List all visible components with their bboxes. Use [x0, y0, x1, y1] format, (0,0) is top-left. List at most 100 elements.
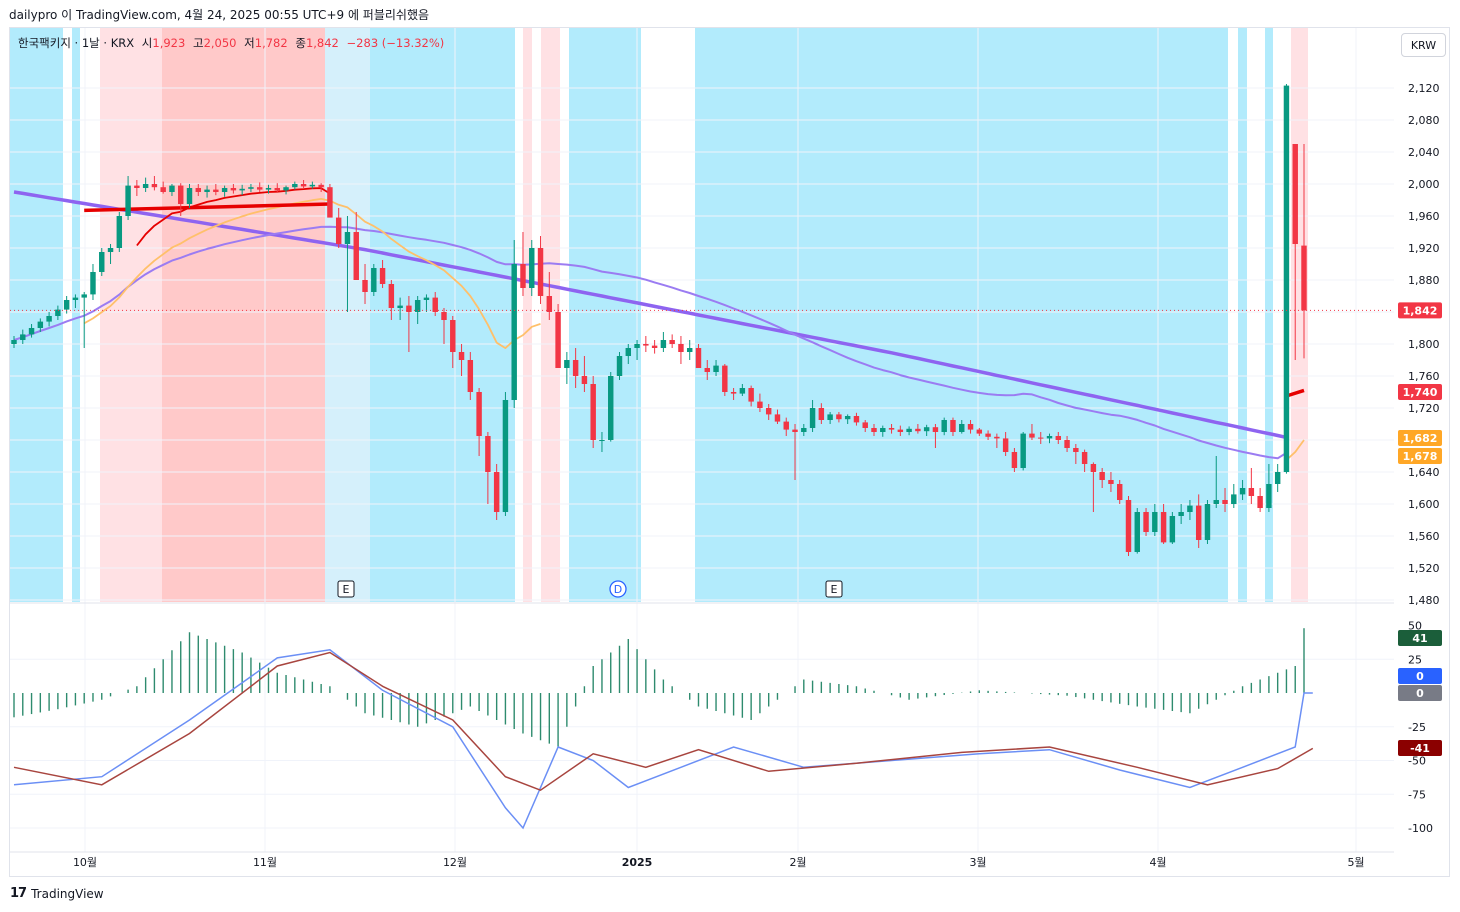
candle: [274, 183, 280, 192]
candle: [739, 384, 746, 396]
candle-body: [792, 429, 798, 432]
badge-label: 1,842: [1403, 304, 1438, 317]
y-tick-label: 2,080: [1408, 114, 1440, 127]
currency-button[interactable]: KRW: [1401, 33, 1446, 57]
candle: [230, 184, 237, 194]
candle-body: [1274, 472, 1281, 484]
candle-body: [379, 268, 386, 284]
candle: [1187, 500, 1193, 520]
candle-body: [221, 188, 228, 192]
candle-body: [20, 334, 26, 340]
candle: [151, 176, 158, 191]
macd-badge: 0: [1398, 685, 1442, 701]
candle-body: [529, 248, 535, 288]
candle: [37, 318, 44, 332]
bg-zone: [10, 28, 63, 602]
badge-label: 0: [1416, 687, 1424, 700]
candle-body: [300, 184, 307, 187]
candle: [1038, 432, 1044, 444]
candle-body: [599, 440, 605, 441]
y-tick-label: 2,040: [1408, 146, 1440, 159]
macd-line: [13, 649, 1313, 830]
candle-body: [906, 428, 912, 432]
candle-body: [274, 188, 280, 191]
candle: [678, 336, 684, 364]
candle-body: [388, 284, 395, 308]
candle-body: [318, 184, 324, 188]
candle: [467, 352, 474, 400]
candle-body: [564, 360, 570, 368]
candle: [432, 292, 438, 316]
macd-tick-label: -100: [1408, 822, 1433, 835]
candle-body: [46, 316, 52, 322]
x-tick-label: 2025: [622, 856, 653, 869]
event-marker-d: D: [609, 580, 627, 598]
candle: [1134, 508, 1140, 554]
bg-zone: [1238, 28, 1247, 602]
badge-bg: [1398, 685, 1442, 701]
candle-body: [511, 264, 517, 400]
candle-body: [134, 185, 140, 188]
candle: [493, 464, 500, 520]
bg-zone: [695, 28, 1228, 602]
candle: [730, 388, 737, 400]
badge-label: 1,740: [1403, 386, 1438, 399]
candle-body: [283, 187, 289, 191]
candle: [178, 183, 184, 216]
candle: [862, 420, 868, 432]
bg-zone: [541, 28, 560, 602]
candle-body: [1011, 452, 1018, 468]
candle-body: [502, 400, 509, 512]
candle-body: [55, 309, 61, 316]
candle: [213, 184, 219, 196]
candle: [1046, 433, 1053, 444]
candle: [397, 297, 403, 320]
candle-body: [335, 217, 342, 244]
candle-body: [818, 408, 825, 420]
candle: [765, 404, 772, 420]
symbol-name: 한국팩키지 · 1날 · KRX: [18, 36, 135, 50]
candle: [388, 280, 395, 320]
candle-body: [853, 416, 860, 423]
candles: [10, 84, 1394, 556]
chart-frame[interactable]: [9, 27, 1450, 877]
candle: [1301, 144, 1307, 359]
price-badge: 1,740: [1398, 384, 1442, 400]
candle: [959, 420, 965, 434]
candle: [1011, 448, 1018, 472]
candle: [362, 264, 368, 304]
y-tick-label: 1,720: [1408, 402, 1440, 415]
candle: [107, 244, 114, 264]
event-marker-e: E: [337, 580, 355, 598]
macd-badge: 41: [1398, 630, 1442, 646]
candle: [801, 424, 807, 436]
badge-label: 0: [1416, 670, 1424, 683]
candle: [713, 360, 719, 376]
candle-body: [686, 348, 693, 352]
candle: [967, 420, 974, 434]
candle: [1099, 468, 1105, 488]
ma-60-line: [13, 225, 1287, 460]
macd-panel: [13, 628, 1314, 830]
x-tick-label: 12월: [443, 856, 467, 869]
candle-body: [362, 280, 368, 292]
candle: [379, 260, 386, 288]
candle-body: [423, 297, 430, 300]
candle-body: [160, 187, 166, 192]
badge-bg: [1398, 302, 1442, 319]
candle-body: [1116, 484, 1123, 500]
candle: [292, 181, 298, 190]
candle-body: [941, 420, 947, 432]
candle: [1143, 508, 1149, 536]
price-badge: 1,682: [1398, 430, 1442, 446]
candle-body: [230, 188, 237, 191]
candle: [1257, 488, 1263, 512]
candle-body: [739, 388, 746, 394]
candle-body: [730, 392, 737, 394]
candle: [414, 296, 421, 324]
price-badge: 1,678: [1398, 448, 1442, 464]
candle-body: [1143, 512, 1149, 532]
candle: [1064, 436, 1070, 452]
